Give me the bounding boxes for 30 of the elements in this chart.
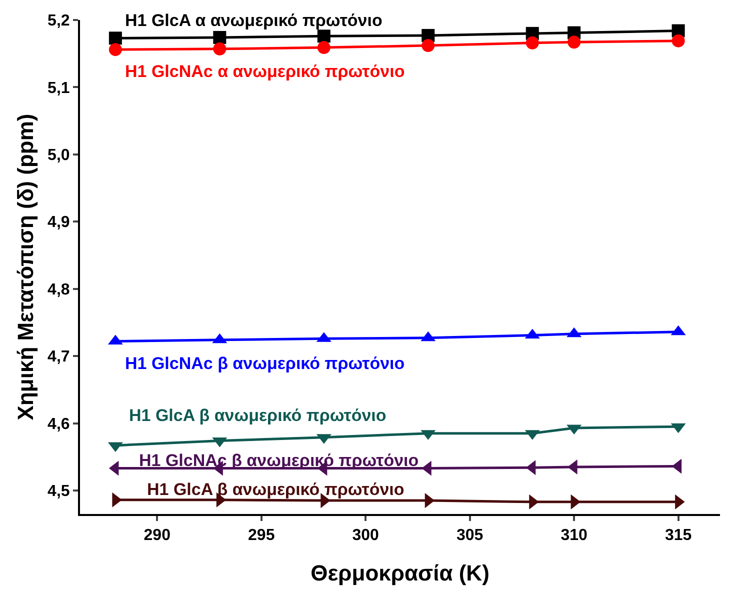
y-tick-label: 5,2 (48, 12, 70, 30)
y-tick-label: 5,0 (48, 147, 70, 164)
point (108, 43, 122, 56)
x-tick-label: 295 (248, 527, 275, 544)
y-axis-title: Χημική Μετατόπιση (δ) (ppm) (12, 114, 38, 420)
point (213, 42, 226, 56)
series-label: H1 GlcA α ανωμερικό πρωτόνιο (125, 11, 382, 30)
point (317, 41, 330, 54)
x-tick-label: 310 (560, 527, 588, 544)
y-tick-label: 4,6 (48, 416, 70, 433)
y-tick-label: 4,8 (48, 281, 70, 298)
x-tick-label: 290 (144, 527, 171, 544)
y-tick-label: 4,7 (48, 348, 70, 366)
point (672, 34, 685, 48)
x-axis-title: Θερμοκρασία (K) (310, 560, 490, 586)
point (526, 36, 539, 50)
y-tick-label: 5,1 (48, 80, 70, 97)
x-tick-label: 315 (664, 527, 692, 544)
y-tick-label: 4,5 (48, 483, 70, 500)
point (213, 30, 226, 44)
series-label: H1 GlcNAc β ανωμερικό πρωτόνιο (125, 354, 405, 373)
point (108, 32, 122, 45)
series-label: H1 GlcNAc α ανωμερικό πρωτόνιο (125, 62, 405, 81)
x-tick-label: 300 (352, 527, 380, 544)
y-tick-label: 4,9 (48, 214, 70, 232)
point (422, 39, 435, 52)
series-label: H1 GlcA β ανωμερικό πρωτόνιο (129, 406, 386, 425)
point (568, 36, 581, 49)
x-tick-label: 305 (456, 527, 484, 544)
point (317, 30, 330, 43)
